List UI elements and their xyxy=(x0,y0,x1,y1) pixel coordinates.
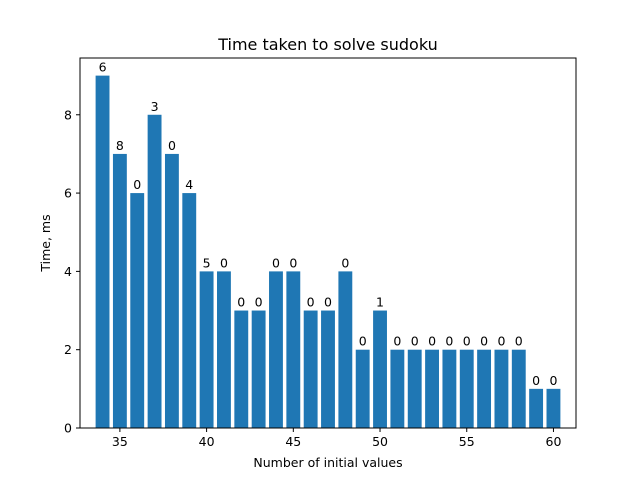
bar xyxy=(373,310,387,428)
bar-value-label: 0 xyxy=(463,334,471,349)
x-axis: 35 40 45 50 55 60 xyxy=(112,428,562,449)
bar xyxy=(546,388,561,428)
bar-value-label: 0 xyxy=(515,334,523,349)
bar xyxy=(112,153,127,429)
bar-value-label: 0 xyxy=(255,295,263,310)
bar-value-label: 0 xyxy=(359,334,367,349)
x-axis-label: Number of initial values xyxy=(253,455,402,470)
bar xyxy=(442,349,457,428)
y-tick-label: 4 xyxy=(64,264,72,279)
x-tick-label: 35 xyxy=(112,434,128,449)
bar xyxy=(286,271,301,428)
bar-value-label: 0 xyxy=(411,334,419,349)
bar xyxy=(182,193,197,428)
bar xyxy=(338,271,353,428)
bar-value-label: 0 xyxy=(393,334,401,349)
y-tick-label: 2 xyxy=(64,342,72,357)
bar-value-label: 0 xyxy=(272,255,280,270)
bar xyxy=(217,271,231,428)
bar xyxy=(321,310,335,428)
y-axis: 0 2 4 6 8 xyxy=(64,107,80,436)
bar xyxy=(511,349,526,428)
bar xyxy=(164,153,179,429)
bar xyxy=(95,75,110,428)
bar-value-label: 0 xyxy=(307,295,315,310)
bar-value-label: 0 xyxy=(220,255,228,270)
bar-value-label: 0 xyxy=(289,255,297,270)
bar xyxy=(269,271,283,428)
bar-value-label: 0 xyxy=(168,138,176,153)
x-tick-label: 50 xyxy=(372,434,388,449)
bar xyxy=(199,271,214,428)
bar xyxy=(147,114,162,428)
bar-value-label: 0 xyxy=(549,373,557,388)
y-tick-label: 0 xyxy=(64,421,72,436)
bar-value-label: 0 xyxy=(133,177,141,192)
bar xyxy=(251,310,266,428)
plot-frame xyxy=(79,57,577,429)
x-tick-label: 55 xyxy=(459,434,475,449)
bar-value-label: 4 xyxy=(185,177,193,192)
y-tick-label: 8 xyxy=(64,107,72,122)
bar-value-label: 0 xyxy=(480,334,488,349)
bar-series xyxy=(95,75,561,429)
x-tick-label: 40 xyxy=(199,434,215,449)
x-tick-label: 60 xyxy=(546,434,562,449)
bar-value-label: 0 xyxy=(428,334,436,349)
bar xyxy=(390,349,405,428)
bar xyxy=(234,310,249,428)
bar-value-label: 1 xyxy=(376,295,384,310)
bar xyxy=(407,349,422,428)
bar xyxy=(529,388,544,428)
x-tick-label: 45 xyxy=(285,434,301,449)
bar-value-label: 5 xyxy=(203,255,211,270)
bar-value-label: 0 xyxy=(445,334,453,349)
chart-title: Time taken to solve sudoku xyxy=(217,35,438,54)
y-axis-label: Time, ms xyxy=(38,214,53,272)
bar-value-label: 0 xyxy=(532,373,540,388)
y-tick-label: 6 xyxy=(64,186,72,201)
bar xyxy=(494,349,509,428)
bar-value-label: 0 xyxy=(237,295,245,310)
bar xyxy=(425,349,439,428)
bar-value-label: 0 xyxy=(324,295,332,310)
bar-value-label: 3 xyxy=(151,99,159,114)
bar-value-label: 0 xyxy=(497,334,505,349)
bar xyxy=(303,310,318,428)
bar xyxy=(477,349,492,428)
bar xyxy=(459,349,474,428)
bar xyxy=(130,193,145,428)
bar-value-label: 8 xyxy=(116,138,124,153)
bar xyxy=(355,349,370,428)
bar-value-label: 6 xyxy=(99,60,107,75)
bar-value-label: 0 xyxy=(341,255,349,270)
